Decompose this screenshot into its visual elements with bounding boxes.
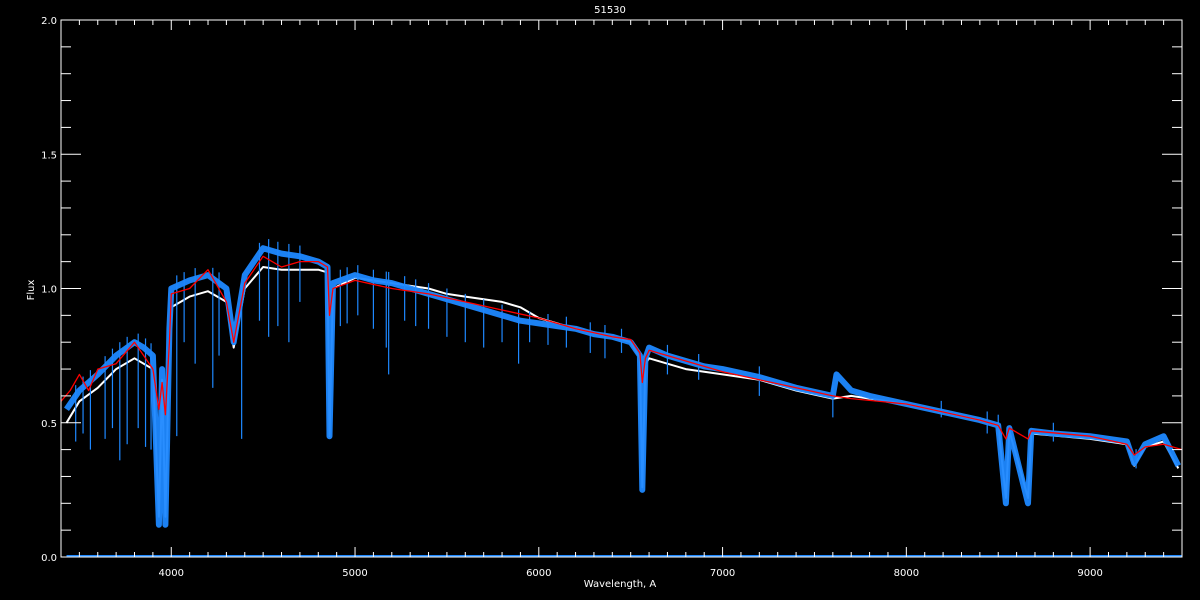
y-tick-label: 2.0 — [41, 16, 57, 27]
y-tick-label: 1.0 — [41, 285, 57, 296]
x-tick-label: 8000 — [894, 568, 919, 579]
observed-blue-series — [64, 245, 1181, 528]
y-tick-label: 0.5 — [41, 419, 57, 430]
y-tick-label: 0.0 — [41, 553, 57, 564]
observed-white-series — [65, 266, 1180, 518]
chart-title: 51530 — [594, 5, 626, 16]
model-red-series — [60, 255, 1183, 456]
x-tick-label: 7000 — [710, 568, 735, 579]
y-tick-label: 1.5 — [41, 150, 57, 161]
x-tick-label: 6000 — [526, 568, 551, 579]
x-tick-label: 5000 — [342, 568, 367, 579]
x-tick-label: 9000 — [1077, 568, 1102, 579]
x-tick-label: 4000 — [159, 568, 184, 579]
axes: 4000 5000 6000 7000 8000 9000 0.0 0.5 1.0 1.5 2.0 — [41, 16, 1183, 579]
x-axis-label: Wavelength, A — [584, 579, 657, 590]
y-axis-label: Flux — [26, 280, 37, 301]
plot-area — [60, 239, 1183, 557]
